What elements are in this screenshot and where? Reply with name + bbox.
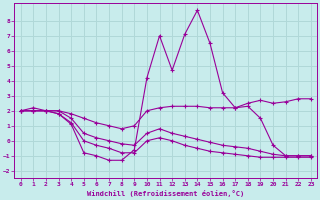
X-axis label: Windchill (Refroidissement éolien,°C): Windchill (Refroidissement éolien,°C) (87, 190, 244, 197)
